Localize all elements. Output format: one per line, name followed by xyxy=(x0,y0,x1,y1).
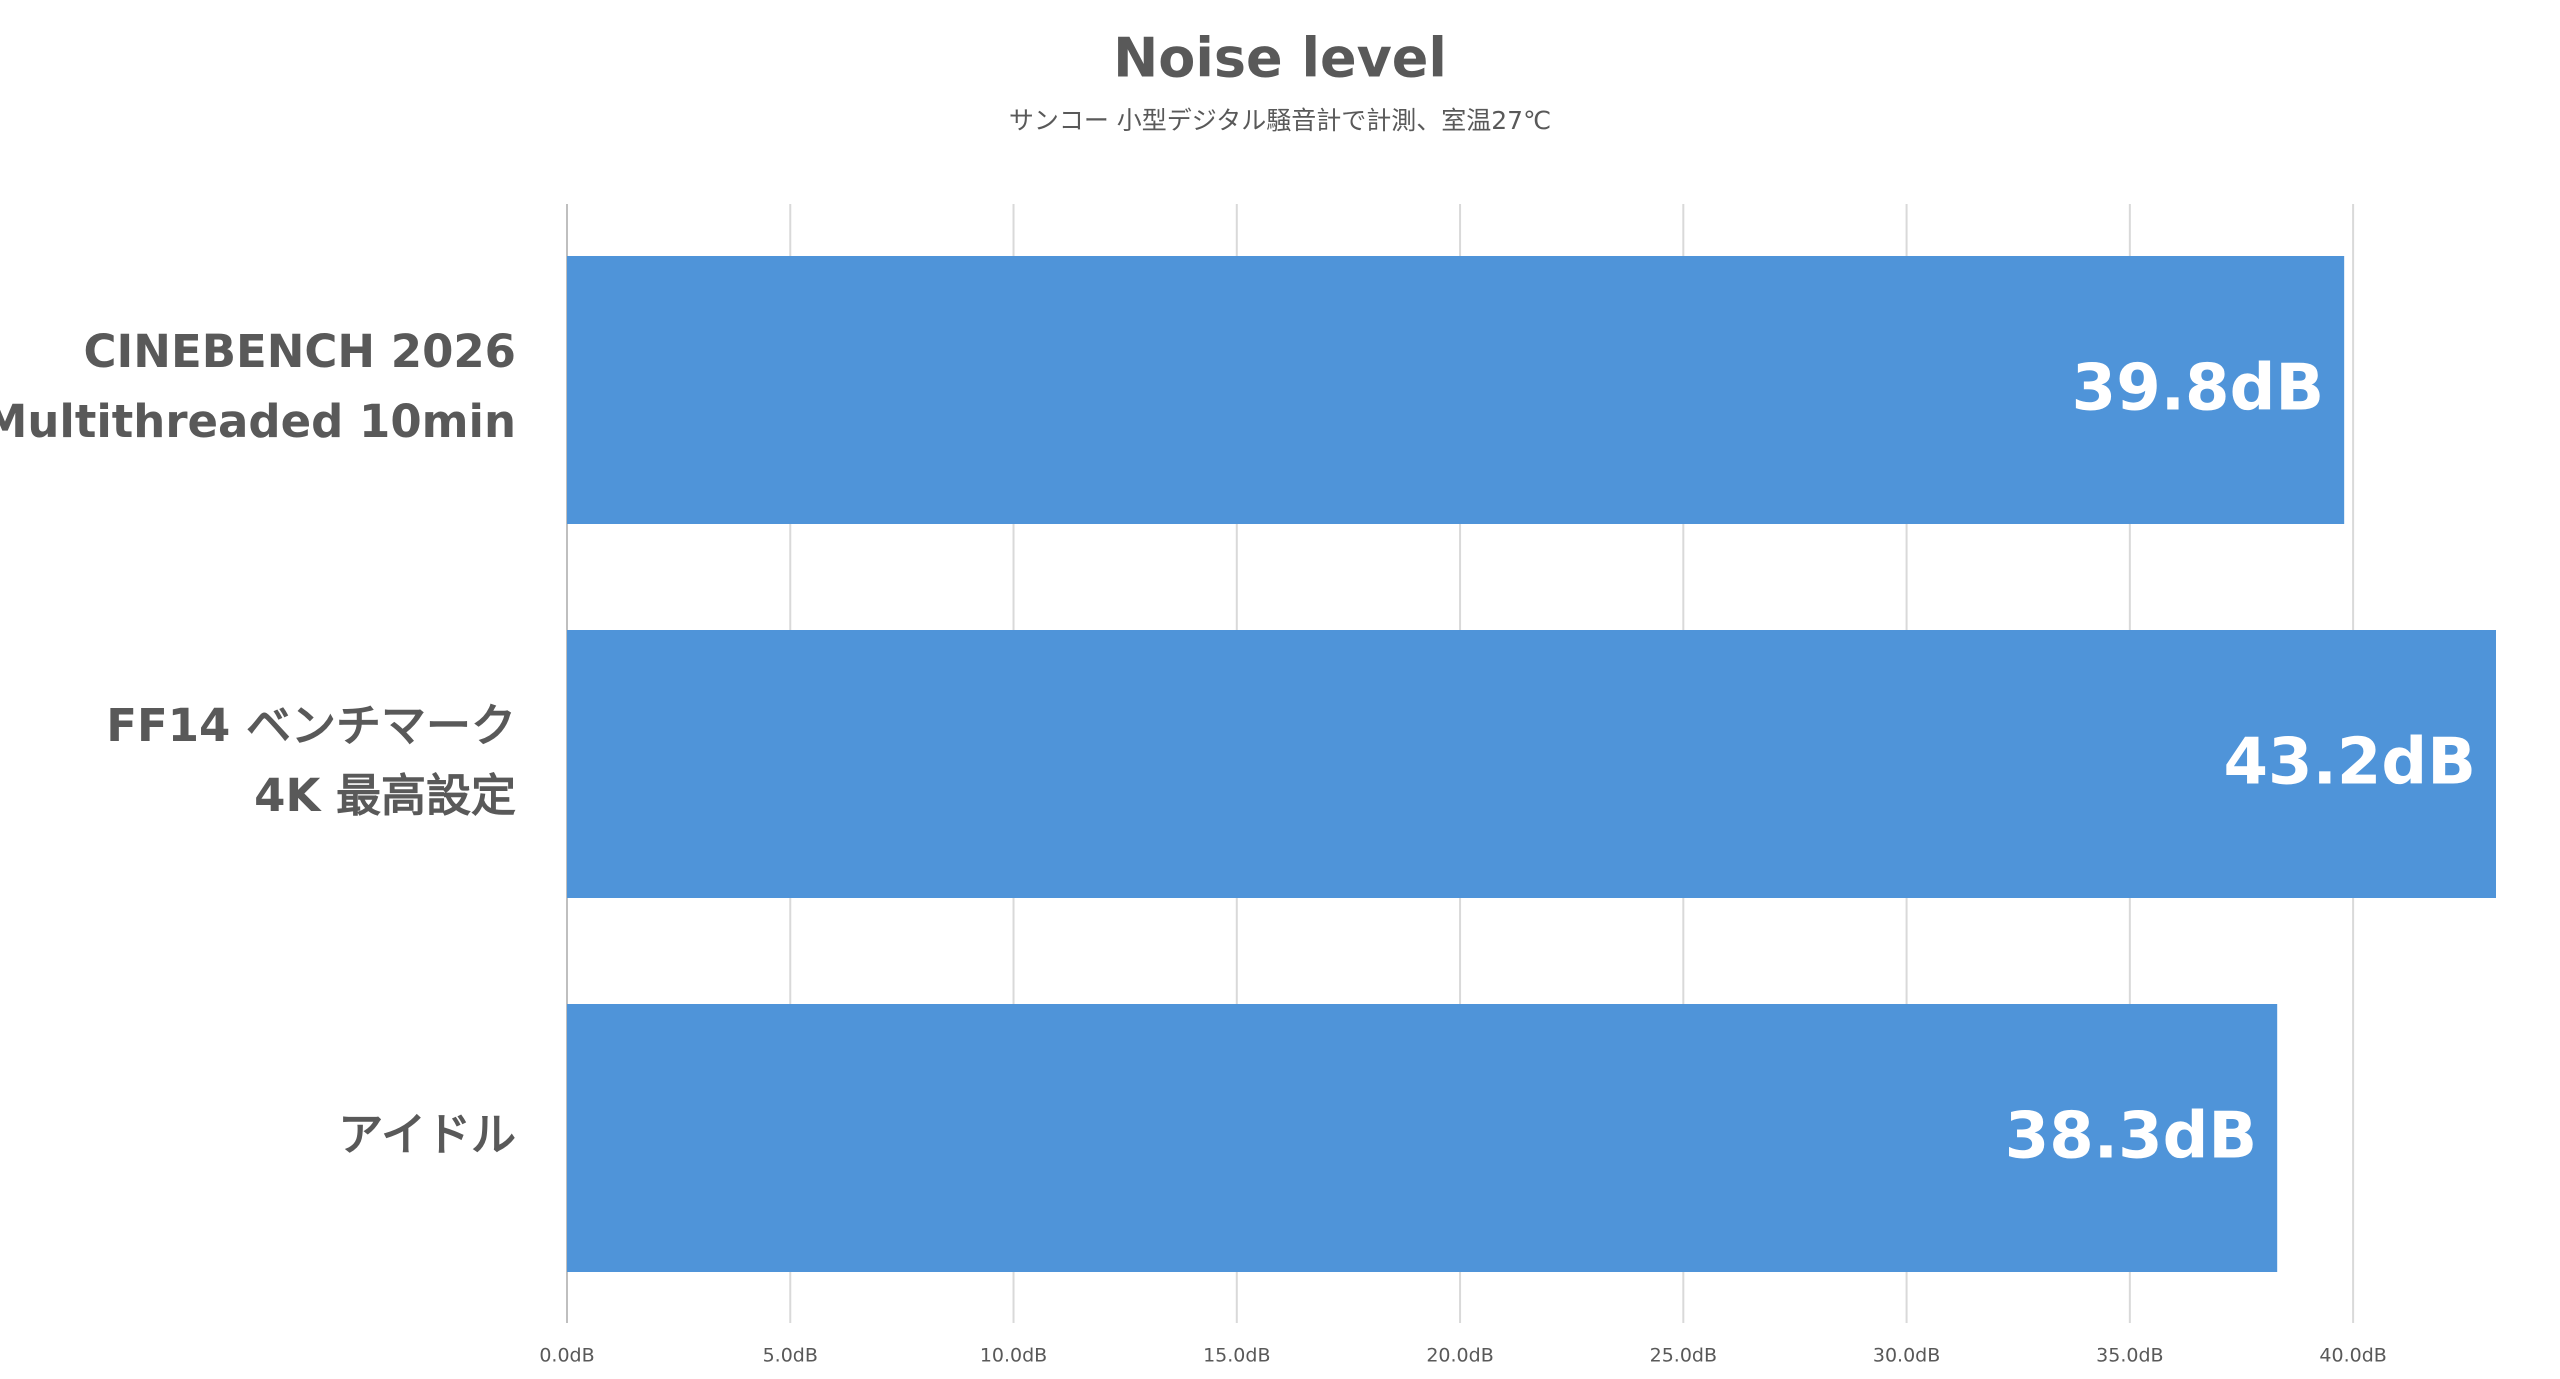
bar xyxy=(567,256,2345,524)
category-label: アイドル xyxy=(338,1108,516,1161)
x-tick-label: 30.0dB xyxy=(1873,1345,1940,1367)
x-tick-label: 10.0dB xyxy=(980,1345,1047,1367)
category-label: CINEBENCH 2026 Multithreaded 10min xyxy=(0,325,516,448)
x-tick-label: 0.0dB xyxy=(539,1345,594,1367)
value-label: 39.8dB xyxy=(2072,352,2325,426)
chart-title: Noise level xyxy=(1113,27,1447,90)
category-label: FF14 ベンチマーク 4K 最高設定 xyxy=(106,699,516,822)
x-tick-label: 15.0dB xyxy=(1203,1345,1270,1367)
bar xyxy=(567,1004,2278,1272)
x-tick-label: 5.0dB xyxy=(763,1345,818,1367)
chart-subtitle: サンコー 小型デジタル騒音計で計測、室温27℃ xyxy=(1009,106,1551,135)
x-tick-label: 35.0dB xyxy=(2096,1345,2163,1367)
x-tick-label: 20.0dB xyxy=(1426,1345,1493,1367)
bar xyxy=(567,630,2496,898)
value-label: 38.3dB xyxy=(2005,1100,2258,1174)
x-tick-label: 25.0dB xyxy=(1650,1345,1717,1367)
value-label: 43.2dB xyxy=(2224,726,2477,800)
x-tick-label: 40.0dB xyxy=(2319,1345,2386,1367)
